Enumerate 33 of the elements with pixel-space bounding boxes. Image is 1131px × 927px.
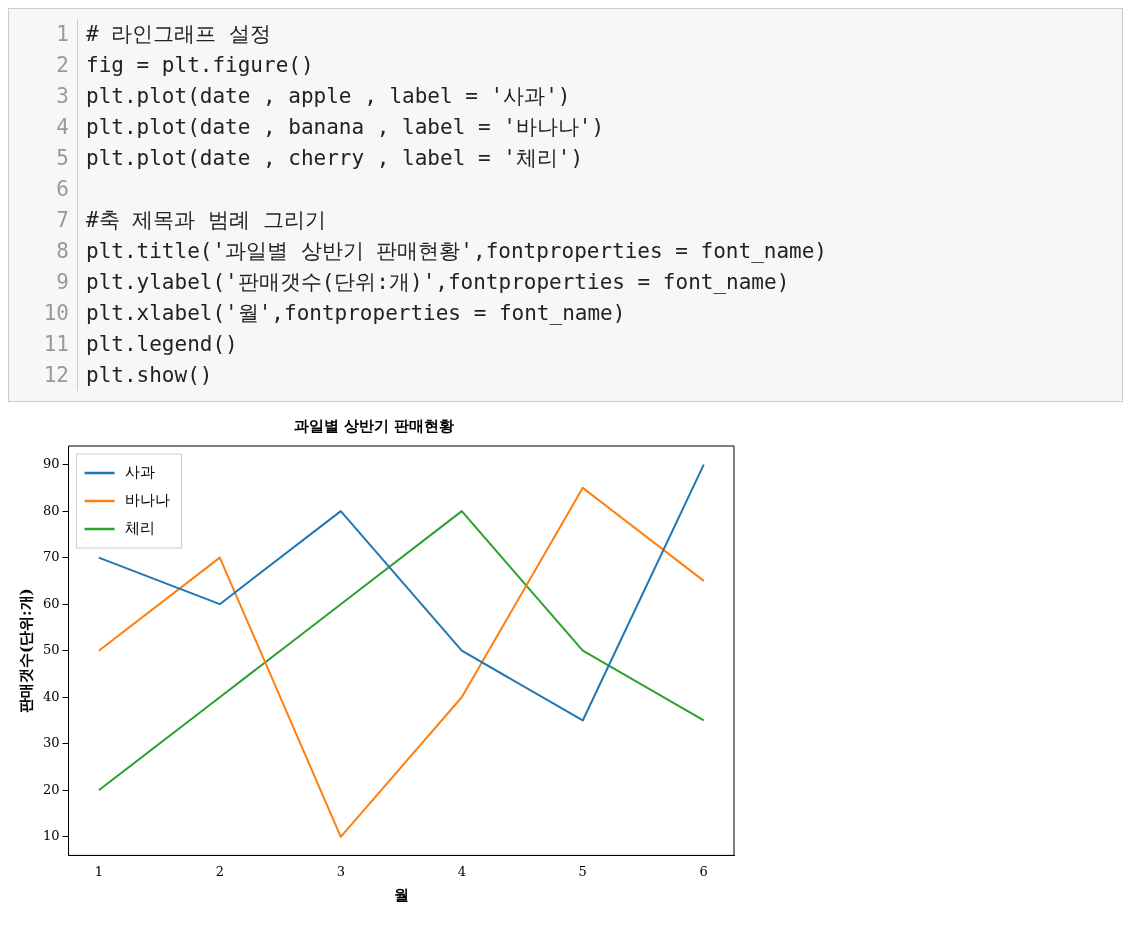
chart-title: 과일별 상반기 판매현황 [293, 416, 455, 435]
x-tick-label: 5 [578, 863, 587, 879]
text: 2 fig = plt.figure() [56, 53, 314, 77]
x-tick-label: 2 [215, 863, 224, 879]
y-tick-label: 70 [43, 549, 60, 565]
x-axis-title: 월 [393, 885, 409, 904]
legend-label: 사과 [124, 462, 155, 481]
y-tick-label: 50 [43, 642, 60, 658]
text: 10 plt.xlabel('월',fontproperties = font_name) [43, 301, 626, 325]
text: 3 plt.plot(date , apple , label = '사과') [56, 84, 571, 108]
text: 7 #축 제목과 범례 그리기 [56, 208, 326, 232]
text: 8 plt.title('과일별 상반기 판매현황',fontproperties = font_name) [56, 239, 828, 263]
legend-label: 체리 [124, 518, 155, 537]
y-tick-label: 40 [43, 688, 60, 704]
x-tick-label: 1 [94, 863, 103, 879]
y-tick-label: 60 [43, 595, 60, 611]
text: 6 [55, 176, 69, 203]
text: 1 # 라인그래프 설정 [56, 22, 271, 46]
text: 4 plt.plot(date , banana , label = '바나나') [56, 115, 605, 139]
y-tick-label: 10 [43, 828, 60, 844]
y-tick-label: 20 [43, 781, 60, 797]
text: 11 plt.legend() [43, 332, 238, 356]
legend-label: 바나나 [124, 490, 170, 509]
x-tick-label: 4 [457, 863, 466, 879]
y-tick-label: 30 [43, 735, 60, 751]
y-tick-label: 90 [43, 455, 60, 471]
y-tick-label: 80 [43, 502, 60, 518]
y-axis-title: 판매갯수(단위:개) [16, 588, 35, 714]
text: 9 plt.ylabel('판매갯수(단위:개)',fontproperties = font_name) [56, 270, 790, 294]
text: 5 plt.plot(date , cherry , label = '체리') [56, 146, 584, 170]
x-tick-label: 3 [336, 863, 345, 879]
text: 12 plt.show() [43, 363, 213, 387]
x-tick-label: 6 [699, 863, 708, 879]
